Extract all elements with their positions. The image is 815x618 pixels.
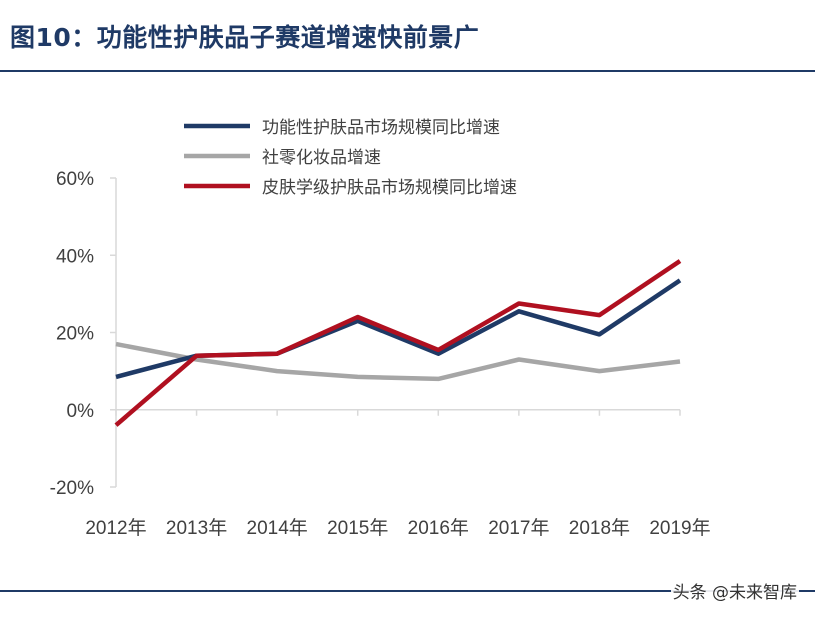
- chart-series: [114, 259, 682, 427]
- x-tick-label: 2012年: [85, 517, 146, 539]
- legend-label: 社零化妆品增速: [262, 148, 381, 168]
- y-tick-label: -20%: [50, 478, 94, 499]
- chart-axes: 60% 40% 20% 0% -20% 2012年 2013年 2014年 2015年 2016年…: [50, 169, 711, 539]
- watermark-text: 头条 @未来智库: [670, 578, 799, 603]
- y-tick-label: 40%: [56, 246, 94, 267]
- legend-label: 皮肤学级护肤品市场规模同比增速: [262, 178, 517, 198]
- x-tick-label: 2013年: [166, 517, 227, 539]
- x-tick-label: 2017年: [488, 517, 549, 539]
- chart-title: 图10：功能性护肤品子赛道增速快前景广: [10, 23, 480, 52]
- y-tick-label: 0%: [67, 401, 95, 422]
- y-tick-label: 60%: [56, 169, 94, 190]
- series-line-1: [115, 278, 682, 380]
- series-line-2: [115, 341, 681, 382]
- x-tick-label: 2019年: [649, 517, 710, 539]
- x-tick-label: 2015年: [327, 517, 388, 539]
- x-tick-label: 2018年: [569, 517, 630, 539]
- x-tick-label: 2016年: [408, 517, 469, 539]
- x-tick-label: 2014年: [247, 517, 308, 539]
- footer-divider: [0, 590, 815, 592]
- title-divider: [0, 70, 815, 72]
- legend-label: 功能性护肤品市场规模同比增速: [262, 118, 500, 138]
- series-line-3: [114, 259, 682, 427]
- y-tick-label: 20%: [56, 324, 94, 345]
